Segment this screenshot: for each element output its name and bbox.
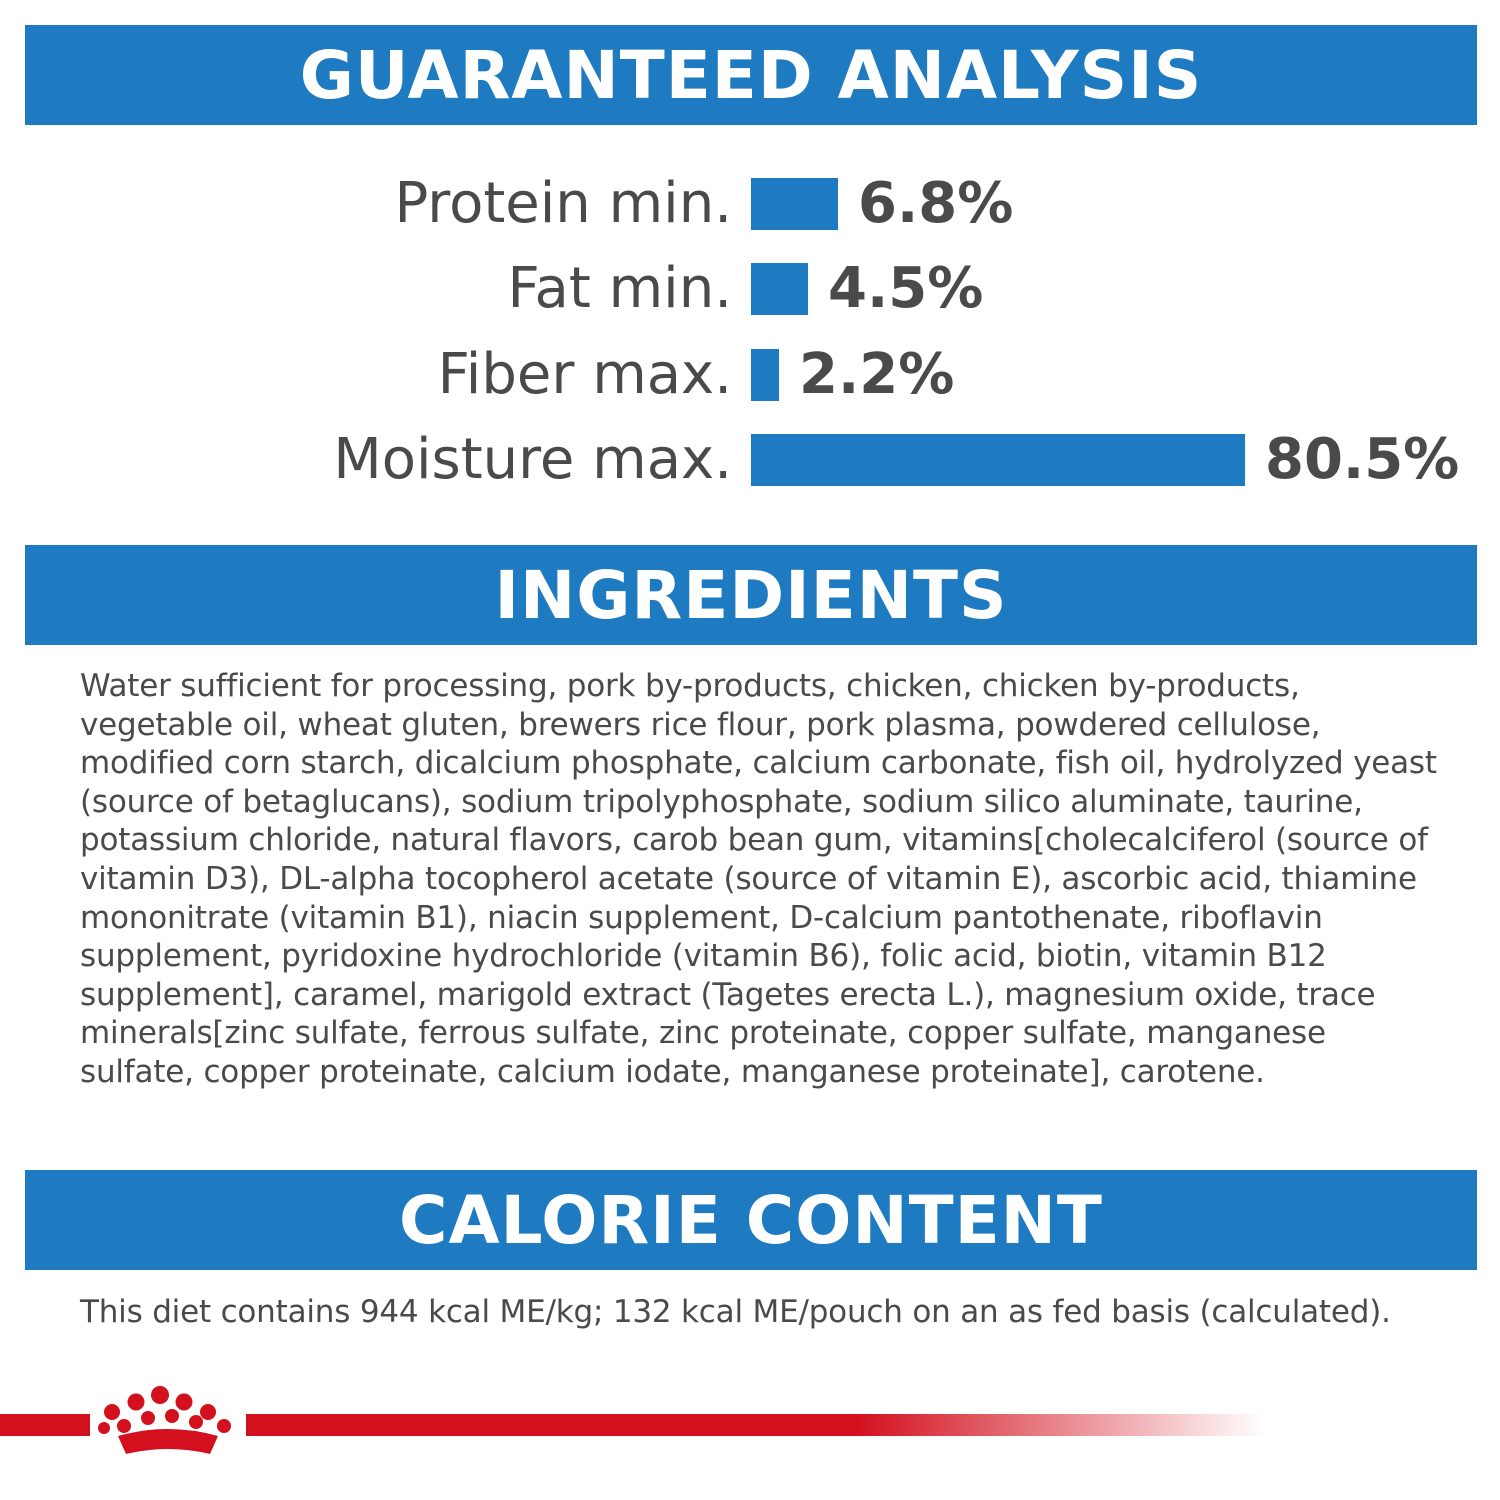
analysis-bar: [751, 434, 1245, 486]
royal-canin-crown-icon: [98, 1386, 231, 1454]
calorie-content-title: CALORIE CONTENT: [399, 1181, 1103, 1259]
ingredients-heading: INGREDIENTS: [25, 545, 1477, 645]
crown-base: [118, 1429, 218, 1454]
crown-dot: [141, 1411, 155, 1425]
analysis-label: Fat min.: [507, 256, 732, 321]
crown-dot: [98, 1422, 110, 1434]
calorie-content-heading: CALORIE CONTENT: [25, 1170, 1477, 1270]
analysis-bar: [751, 178, 838, 230]
crown-dot: [151, 1386, 169, 1404]
guaranteed-analysis-title: GUARANTEED ANALYSIS: [299, 36, 1203, 114]
crown-dot: [165, 1409, 179, 1423]
analysis-row-protein: Protein min. 6.8%: [0, 169, 1500, 239]
analysis-bar: [751, 263, 808, 315]
calorie-content-text: This diet contains 944 kcal ME/kg; 132 k…: [80, 1294, 1391, 1330]
crown-dot: [104, 1404, 120, 1420]
footer-brand-line-left: [0, 1414, 90, 1436]
analysis-row-moisture: Moisture max. 80.5%: [0, 425, 1500, 495]
crown-dot: [217, 1419, 231, 1433]
analysis-value: 6.8%: [858, 171, 1014, 236]
ingredients-title: INGREDIENTS: [494, 556, 1008, 634]
crown-dots: [98, 1386, 231, 1434]
crown-dot: [127, 1393, 145, 1411]
analysis-row-fat: Fat min. 4.5%: [0, 254, 1500, 324]
analysis-value: 2.2%: [799, 342, 955, 407]
analysis-label: Protein min.: [394, 171, 732, 236]
analysis-value: 4.5%: [828, 256, 984, 321]
crown-dot: [189, 1415, 203, 1429]
crown-dot: [200, 1404, 216, 1420]
crown-dot: [175, 1393, 193, 1411]
analysis-value: 80.5%: [1265, 427, 1460, 492]
analysis-row-fiber: Fiber max. 2.2%: [0, 340, 1500, 410]
analysis-label: Fiber max.: [437, 342, 732, 407]
analysis-bar: [751, 349, 779, 401]
ingredients-list: Water sufficient for processing, pork by…: [80, 668, 1437, 1090]
guaranteed-analysis-heading: GUARANTEED ANALYSIS: [25, 25, 1477, 125]
footer-brand-line-right: [246, 1414, 1266, 1436]
analysis-label: Moisture max.: [333, 427, 732, 492]
crown-dot: [117, 1419, 131, 1433]
